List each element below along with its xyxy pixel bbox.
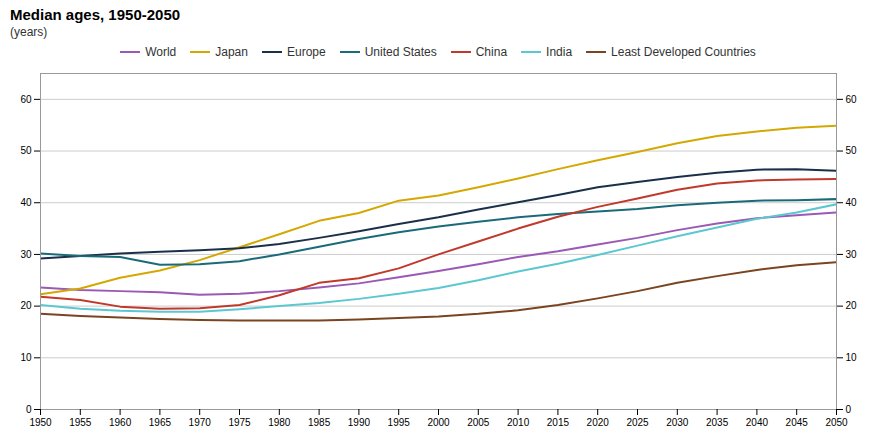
- svg-text:40: 40: [846, 197, 858, 208]
- svg-text:2020: 2020: [587, 417, 610, 428]
- svg-text:1970: 1970: [189, 417, 212, 428]
- svg-text:2000: 2000: [427, 417, 450, 428]
- svg-text:2010: 2010: [507, 417, 530, 428]
- svg-text:1980: 1980: [268, 417, 291, 428]
- html-text:China: China: [475, 45, 508, 59]
- svg-text:1990: 1990: [348, 417, 371, 428]
- svg-text:2025: 2025: [626, 417, 649, 428]
- svg-text:1975: 1975: [228, 417, 251, 428]
- svg-text:0: 0: [26, 404, 32, 415]
- svg-text:2045: 2045: [786, 417, 809, 428]
- html-text:Japan: Japan: [215, 45, 248, 59]
- svg-text:60: 60: [20, 94, 32, 105]
- svg-text:2015: 2015: [547, 417, 570, 428]
- svg-text:2035: 2035: [706, 417, 729, 428]
- svg-text:10: 10: [846, 352, 858, 363]
- svg-text:40: 40: [20, 197, 32, 208]
- html-text:World: World: [145, 45, 177, 59]
- svg-text:2050: 2050: [825, 417, 848, 428]
- svg-text:2040: 2040: [746, 417, 769, 428]
- html-text:United States: United States: [364, 45, 437, 59]
- svg-text:20: 20: [846, 300, 858, 311]
- svg-text:50: 50: [846, 145, 858, 156]
- svg-text:50: 50: [20, 145, 32, 156]
- html-text:(years): (years): [10, 25, 48, 39]
- svg-text:1965: 1965: [149, 417, 172, 428]
- svg-text:0: 0: [846, 404, 852, 415]
- svg-text:20: 20: [20, 300, 32, 311]
- svg-text:1960: 1960: [109, 417, 132, 428]
- svg-text:1995: 1995: [388, 417, 411, 428]
- html-text:Least Developed Countries: Least Developed Countries: [611, 45, 756, 59]
- svg-text:30: 30: [846, 249, 858, 260]
- svg-text:2030: 2030: [666, 417, 689, 428]
- html-text:India: India: [546, 45, 573, 59]
- svg-text:30: 30: [20, 249, 32, 260]
- svg-text:1985: 1985: [308, 417, 331, 428]
- svg-text:1950: 1950: [29, 417, 52, 428]
- html-text:Europe: Europe: [287, 45, 326, 59]
- html-text:Median ages, 1950-2050: Median ages, 1950-2050: [10, 6, 181, 23]
- svg-text:1955: 1955: [69, 417, 92, 428]
- svg-text:2005: 2005: [467, 417, 490, 428]
- svg-text:60: 60: [846, 94, 858, 105]
- svg-text:10: 10: [20, 352, 32, 363]
